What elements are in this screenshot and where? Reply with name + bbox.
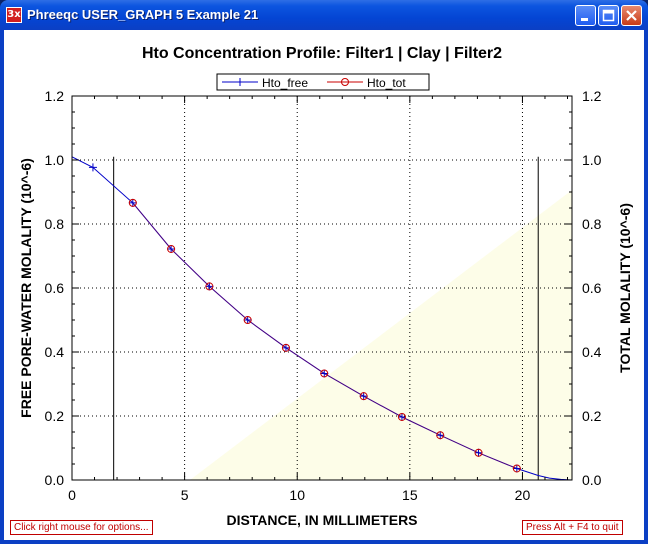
title-bar[interactable]: 3x Phreeqc USER_GRAPH 5 Example 21 — [0, 0, 648, 30]
y-tick-label: 0.2 — [45, 408, 65, 424]
x-tick-label: 20 — [515, 487, 531, 503]
filter-boundaries — [113, 156, 539, 480]
maximize-icon — [602, 9, 615, 22]
y2-tick-label: 0.2 — [582, 408, 602, 424]
marker-hto-free — [397, 412, 406, 421]
options-hint: Click right mouse for options... — [10, 520, 153, 535]
tick-labels: 0 5 10 15 20 0.0 0.0 0.2 0.2 0.4 0.4 0.6 0.6 0.8 0.8 1.… — [45, 88, 602, 503]
y2-tick-label: 1.2 — [582, 88, 602, 104]
y2-tick-label: 0.0 — [582, 472, 602, 488]
marker-hto-tot — [436, 431, 445, 440]
y2-tick-label: 1.0 — [582, 152, 602, 168]
marker-hto-free — [128, 198, 137, 207]
marker-hto-tot — [474, 448, 483, 457]
grid — [72, 96, 572, 480]
x-axis-label: DISTANCE, IN MILLIMETERS — [226, 512, 417, 528]
marker-hto-free — [281, 343, 290, 352]
quit-hint: Press Alt + F4 to quit — [522, 520, 623, 535]
marker-hto-free — [474, 448, 483, 457]
marker-hto-free — [205, 282, 214, 291]
chart-title: Hto Concentration Profile: Filter1 | Cla… — [142, 45, 502, 62]
y2-tick-label: 0.4 — [582, 344, 602, 360]
chart[interactable]: 0 5 10 15 20 0.0 0.0 0.2 0.2 0.4 0.4 0.6 0.6 0.8 0.8 1.… — [4, 30, 644, 540]
x-tick-label: 5 — [181, 487, 189, 503]
marker-hto-free — [359, 392, 368, 401]
marker-hto-tot — [320, 369, 329, 378]
window-title: Phreeqc USER_GRAPH 5 Example 21 — [27, 7, 259, 22]
maximize-button[interactable] — [598, 5, 619, 26]
y-axis-label: FREE PORE-WATER MOLALITY (10^-6) — [18, 158, 34, 418]
marker-hto-tot — [205, 282, 214, 291]
marker-hto-tot — [359, 392, 368, 401]
y-tick-label: 1.2 — [45, 88, 65, 104]
marker-hto-tot — [281, 343, 290, 352]
x-tick-label: 0 — [68, 487, 76, 503]
marker-hto-free — [243, 316, 252, 324]
x-tick-label: 10 — [289, 487, 305, 503]
close-icon — [626, 10, 637, 21]
close-button[interactable] — [621, 5, 642, 26]
y-tick-label: 0.8 — [45, 216, 65, 232]
y2-axis-label: TOTAL MOLALITY (10^-6) — [617, 203, 633, 373]
series-markers — [88, 163, 521, 473]
minimize-icon — [581, 18, 588, 21]
legend-label-hto-tot: Hto_tot — [367, 76, 406, 90]
marker-hto-tot — [128, 198, 137, 207]
marker-hto-tot — [512, 464, 521, 473]
marker-hto-tot — [397, 412, 406, 421]
marker-hto-free — [512, 464, 521, 473]
y-tick-label: 0.0 — [45, 472, 65, 488]
legend-marker-hto-tot — [341, 78, 349, 86]
marker-hto-free — [167, 244, 176, 253]
marker-hto-free — [88, 163, 97, 172]
marker-hto-tot — [167, 244, 176, 253]
plot-shading — [190, 190, 572, 480]
legend[interactable]: Hto_free Hto_tot — [216, 73, 430, 91]
y-tick-label: 1.0 — [45, 152, 65, 168]
axis-ticks — [71, 95, 572, 481]
graph-area[interactable]: 0 5 10 15 20 0.0 0.0 0.2 0.2 0.4 0.4 0.6 0.6 0.8 0.8 1.… — [4, 30, 644, 540]
minimize-button[interactable] — [575, 5, 596, 26]
legend-box — [216, 73, 430, 91]
marker-hto-free — [320, 369, 329, 378]
y-tick-label: 0.4 — [45, 344, 65, 360]
app-icon[interactable]: 3x — [6, 7, 22, 23]
marker-hto-free — [436, 431, 445, 440]
y-tick-label: 0.6 — [45, 280, 65, 296]
legend-marker-hto-free — [236, 78, 244, 86]
marker-hto-tot — [243, 316, 252, 324]
x-tick-label: 15 — [402, 487, 418, 503]
y2-tick-label: 0.6 — [582, 280, 602, 296]
y2-tick-label: 0.8 — [582, 216, 602, 232]
legend-label-hto-free: Hto_free — [262, 76, 308, 90]
